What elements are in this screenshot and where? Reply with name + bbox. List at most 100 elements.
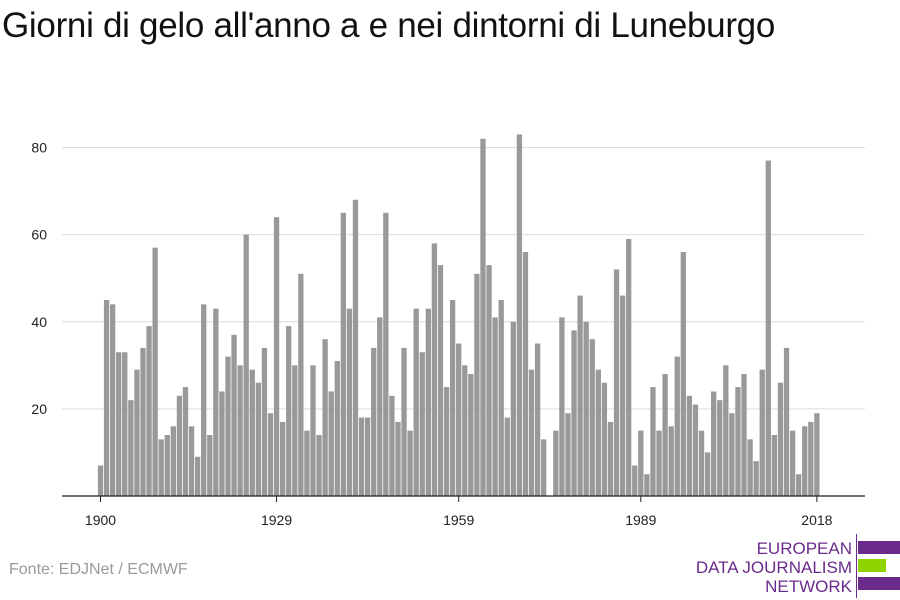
bar-1973	[541, 439, 547, 496]
bar-1989	[638, 430, 644, 496]
bar-1971	[528, 369, 535, 496]
bar-1918	[207, 435, 213, 496]
bar-2001	[711, 391, 717, 496]
gridlines	[62, 147, 865, 410]
bar-1925	[249, 369, 255, 496]
x-tick-label-1929: 1929	[261, 512, 292, 528]
logo-bar-green	[858, 559, 886, 572]
x-tick-label-1989: 1989	[625, 512, 656, 528]
bar-1934	[304, 430, 310, 496]
logo-text-data-journalism: DATA JOURNALISM	[695, 558, 852, 577]
bar-1916	[194, 456, 201, 496]
bar-1909	[152, 247, 158, 496]
bar-1960	[462, 365, 468, 496]
bar-1939	[334, 360, 340, 496]
bar-1951	[407, 430, 413, 496]
bar-1952	[413, 308, 419, 496]
bar-2009	[759, 369, 765, 496]
bar-1927	[261, 347, 268, 496]
bar-1967	[504, 417, 510, 496]
x-tick-label-1900: 1900	[85, 512, 116, 528]
bar-1933	[298, 273, 304, 496]
bar-1995	[674, 356, 680, 496]
bar-1941	[346, 308, 353, 496]
bar-2014	[789, 430, 796, 496]
bar-1980	[583, 321, 589, 496]
bar-1924	[243, 234, 249, 497]
bar-1997	[686, 395, 693, 496]
bar-1969	[516, 134, 523, 496]
bar-1955	[431, 243, 438, 496]
y-axis-ticks: 20 40 60 80	[31, 140, 47, 417]
bar-1940	[340, 212, 346, 496]
bar-1936	[316, 435, 322, 496]
bar-1914	[182, 387, 189, 496]
bar-1982	[595, 369, 601, 496]
bar-1976	[559, 317, 565, 496]
bar-1972	[534, 343, 541, 496]
bar-1942	[352, 199, 359, 496]
logo-bar-purple-bottom	[858, 577, 900, 590]
bar-1986	[619, 295, 626, 496]
bar-1961	[468, 374, 474, 496]
bar-1903	[116, 352, 122, 496]
bar-1993	[662, 374, 668, 496]
bar-1998	[692, 404, 699, 496]
bar-1930	[279, 421, 286, 496]
bar-1932	[292, 365, 298, 496]
bar-1992	[656, 430, 662, 496]
y-tick-label-60: 60	[31, 227, 47, 243]
bar-1908	[146, 326, 152, 496]
logo-text-network: NETWORK	[765, 577, 852, 596]
bar-1954	[425, 308, 431, 496]
bar-1965	[492, 317, 498, 496]
bar-1990	[644, 474, 650, 496]
bar-1963	[480, 138, 486, 497]
bar-1929	[273, 217, 280, 496]
y-tick-label-20: 20	[31, 401, 47, 417]
bar-1945	[371, 347, 377, 496]
bar-1959	[456, 343, 462, 496]
bar-1964	[486, 265, 492, 496]
source-note: Fonte: EDJNet / ECMWF	[9, 561, 188, 578]
bar-1978	[571, 330, 577, 496]
bar-1953	[419, 352, 425, 496]
bar-1937	[322, 339, 328, 496]
bar-2000	[704, 452, 711, 496]
bar-1920	[219, 391, 225, 496]
bar-1922	[231, 334, 237, 496]
bar-1956	[437, 265, 444, 496]
bar-2012	[777, 382, 784, 496]
bar-1948	[389, 395, 395, 496]
bar-1946	[377, 317, 383, 496]
bar-1902	[109, 304, 116, 496]
bar-1947	[383, 212, 389, 496]
bar-1917	[201, 304, 207, 496]
bar-1994	[668, 426, 674, 496]
bar-1912	[170, 426, 176, 496]
bar-1975	[553, 430, 559, 496]
bar-1987	[626, 238, 632, 497]
bar-2016	[802, 426, 808, 496]
logo-bar-purple-top	[858, 541, 900, 554]
bar-1910	[158, 439, 164, 496]
bar-1988	[632, 465, 638, 496]
bar-1991	[650, 387, 656, 496]
bar-1966	[498, 299, 504, 496]
bar-1962	[474, 273, 480, 496]
y-tick-label-40: 40	[31, 314, 47, 330]
bar-2006	[741, 374, 747, 496]
bar-1984	[607, 421, 614, 496]
bar-1905	[128, 400, 134, 496]
bar-1907	[140, 347, 146, 496]
bar-1999	[698, 430, 705, 496]
bar-2005	[735, 387, 741, 496]
x-axis-ticks: 1900 1929 1959 1989 2018	[85, 496, 833, 528]
bar-1915	[188, 426, 195, 496]
bar-1906	[134, 369, 140, 496]
bar-1981	[589, 339, 595, 496]
bar-2013	[783, 347, 790, 496]
bar-1968	[510, 321, 516, 496]
logo-text-european: EUROPEAN	[756, 539, 852, 558]
